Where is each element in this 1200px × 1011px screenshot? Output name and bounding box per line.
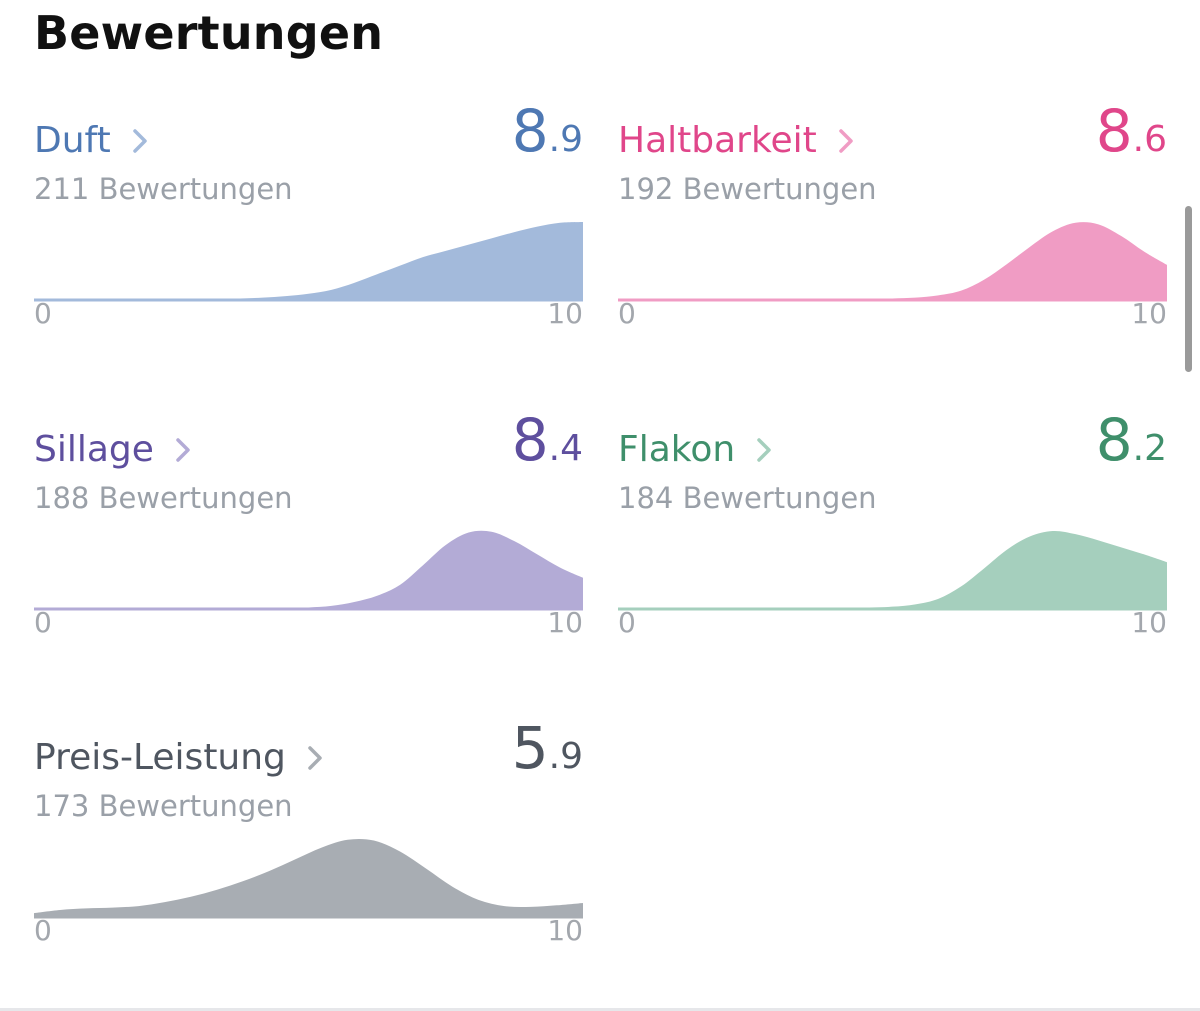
page-title: Bewertungen bbox=[34, 6, 384, 60]
rating-card-flakon: Flakon 8.2 184 Bewertungen 0 10 bbox=[618, 411, 1167, 669]
rating-category-link[interactable]: Duft bbox=[34, 120, 149, 161]
rating-category-link[interactable]: Flakon bbox=[618, 429, 773, 470]
axis-min-label: 0 bbox=[34, 606, 52, 639]
rating-score: 8.6 bbox=[1095, 97, 1167, 165]
rating-count: 192 Bewertungen bbox=[618, 172, 877, 206]
distribution-area bbox=[34, 530, 583, 609]
chevron-right-icon bbox=[176, 437, 190, 462]
chevron-right-icon bbox=[308, 745, 322, 770]
rating-category-label: Flakon bbox=[618, 429, 736, 470]
rating-card-sillage: Sillage 8.4 188 Bewertungen 0 10 bbox=[34, 411, 583, 669]
rating-category-label: Preis-Leistung bbox=[34, 737, 286, 778]
rating-category-label: Haltbarkeit bbox=[618, 120, 817, 161]
rating-count: 188 Bewertungen bbox=[34, 481, 293, 515]
axis-min-label: 0 bbox=[618, 297, 636, 330]
chevron-right-icon bbox=[132, 128, 147, 153]
axis-max-label: 10 bbox=[1131, 297, 1167, 330]
rating-score: 5.9 bbox=[511, 714, 583, 782]
distribution-area bbox=[618, 222, 1167, 300]
axis-max-label: 10 bbox=[1131, 606, 1167, 639]
axis-min-label: 0 bbox=[34, 914, 52, 947]
rating-distribution-chart bbox=[34, 222, 583, 302]
rating-category-link[interactable]: Haltbarkeit bbox=[618, 120, 855, 161]
distribution-area bbox=[618, 530, 1167, 609]
axis-max-label: 10 bbox=[547, 297, 583, 330]
rating-distribution-chart bbox=[618, 530, 1167, 611]
scrollbar[interactable] bbox=[1185, 206, 1192, 372]
rating-category-link[interactable]: Sillage bbox=[34, 429, 192, 470]
rating-score: 8.9 bbox=[511, 97, 583, 165]
rating-count: 173 Bewertungen bbox=[34, 789, 293, 823]
rating-distribution-chart bbox=[34, 838, 583, 919]
chevron-right-icon bbox=[757, 437, 771, 462]
axis-min-label: 0 bbox=[34, 297, 52, 330]
rating-category-label: Sillage bbox=[34, 429, 154, 470]
distribution-area bbox=[34, 222, 583, 300]
rating-category-link[interactable]: Preis-Leistung bbox=[34, 737, 324, 778]
rating-card-duft: Duft 8.9 211 Bewertungen 0 10 bbox=[34, 102, 583, 360]
rating-card-haltbarkeit: Haltbarkeit 8.6 192 Bewertungen 0 10 bbox=[618, 102, 1167, 360]
chevron-right-icon bbox=[839, 128, 853, 153]
rating-card-preis-leistung: Preis-Leistung 5.9 173 Bewertungen 0 10 bbox=[34, 719, 583, 977]
rating-category-label: Duft bbox=[34, 120, 111, 161]
rating-distribution-chart bbox=[618, 222, 1167, 302]
axis-max-label: 10 bbox=[547, 606, 583, 639]
rating-count: 184 Bewertungen bbox=[618, 481, 877, 515]
axis-max-label: 10 bbox=[547, 914, 583, 947]
rating-distribution-chart bbox=[34, 530, 583, 611]
bottom-divider bbox=[0, 1008, 1200, 1011]
distribution-area bbox=[34, 838, 583, 917]
rating-score: 8.2 bbox=[1095, 406, 1167, 474]
axis-min-label: 0 bbox=[618, 606, 636, 639]
rating-count: 211 Bewertungen bbox=[34, 172, 293, 206]
rating-score: 8.4 bbox=[511, 406, 583, 474]
